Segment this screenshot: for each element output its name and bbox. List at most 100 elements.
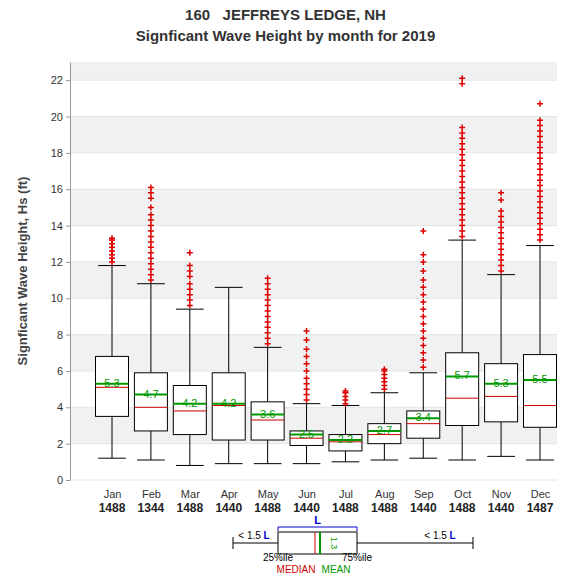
y-tick: 0: [57, 474, 70, 486]
outlier: [420, 252, 426, 258]
box-body: [134, 373, 167, 431]
y-tick: 12: [51, 256, 70, 268]
data-labels: 5.34.74.24.23.62.52.22.73.45.75.35.5: [104, 369, 547, 445]
box-body: [212, 373, 245, 440]
outlier: [459, 168, 465, 174]
box-body: [524, 355, 557, 428]
outlier: [304, 381, 310, 387]
y-tick-label: 8: [57, 329, 63, 341]
y-tick-label: 4: [57, 401, 63, 413]
key-mean: [319, 532, 321, 554]
outlier: [537, 128, 543, 134]
whisker-cap-low: [137, 460, 165, 461]
whisker-low: [228, 440, 229, 464]
outlier: [459, 141, 465, 147]
outlier: [420, 357, 426, 363]
outlier: [498, 241, 504, 247]
key: < 1.5 L< 1.5 LL1.325%ile75%ileMEDIANMEAN: [233, 514, 473, 575]
outlier: [304, 368, 310, 374]
outlier: [498, 213, 504, 219]
outlier: [498, 257, 504, 263]
whisker-high: [189, 309, 190, 385]
y-tick-label: 18: [51, 147, 63, 159]
y-tick-label: 2: [57, 438, 63, 450]
outlier: [420, 299, 426, 305]
outlier: [304, 375, 310, 381]
count-label: 1488: [449, 501, 476, 515]
outlier: [148, 217, 154, 223]
median-line: [524, 405, 557, 406]
x-tick: Jan: [104, 480, 122, 500]
outlier: [537, 237, 543, 243]
mean-label: 4.2: [221, 397, 236, 409]
outlier: [304, 397, 310, 403]
x-tick: Aug: [375, 480, 395, 500]
mean-label: 2.2: [338, 433, 353, 445]
y-tick-label: 16: [51, 183, 63, 195]
outlier: [537, 155, 543, 161]
whisker-high: [267, 347, 268, 402]
whisker-cap-high: [293, 403, 321, 404]
box-body: [173, 385, 206, 434]
key-median: [315, 532, 316, 554]
key-box: [278, 532, 357, 554]
x-tick: May: [258, 480, 279, 500]
box-body: [368, 424, 401, 444]
key-series-label: MEAN: [322, 564, 351, 575]
x-axis-line: [113, 480, 541, 481]
whisker-high: [112, 266, 113, 357]
outlier: [420, 335, 426, 341]
outlier: [420, 268, 426, 274]
median-line: [134, 407, 167, 408]
outlier: [148, 250, 154, 256]
grid-line: [70, 116, 557, 117]
x-tick: Dec: [531, 480, 551, 500]
box: [134, 184, 167, 460]
mean-label: 5.5: [532, 373, 547, 385]
whisker-cap-low: [254, 463, 282, 464]
outlier: [187, 297, 193, 303]
y-tick-mark: [66, 407, 70, 408]
x-tick: Jul: [339, 480, 353, 500]
outlier: [187, 286, 193, 292]
outlier: [498, 219, 504, 225]
mean-label: 4.2: [182, 397, 197, 409]
outlier: [187, 250, 193, 256]
whisker-low: [540, 427, 541, 460]
outlier: [148, 212, 154, 218]
y-tick-label: 20: [51, 111, 63, 123]
outlier: [420, 313, 426, 319]
whisker-cap-high: [448, 240, 476, 241]
whisker-cap-low: [332, 461, 360, 462]
outlier: [498, 224, 504, 230]
outlier: [265, 308, 271, 314]
median-line: [407, 423, 440, 424]
whisker-high: [228, 287, 229, 372]
x-tick: Feb: [142, 480, 161, 500]
whisker-cap-high: [98, 265, 126, 266]
y-tick-mark: [66, 371, 70, 372]
outlier: [148, 277, 154, 283]
box: [368, 366, 401, 460]
outlier: [537, 101, 543, 107]
outlier: [420, 343, 426, 349]
y-tick-label: 22: [51, 74, 63, 86]
whisker-cap-low: [526, 460, 554, 461]
outlier: [265, 324, 271, 330]
x-axis: JanFebMarAprMayJunJulAugSepOctNovDec: [104, 480, 551, 500]
whisker-low: [345, 451, 346, 462]
outlier: [537, 204, 543, 210]
grid-line: [70, 225, 557, 226]
outlier: [109, 235, 115, 241]
y-tick-label: 6: [57, 365, 63, 377]
outlier: [148, 190, 154, 196]
grid-line: [70, 80, 557, 81]
outlier: [459, 152, 465, 158]
outlier: [148, 239, 154, 245]
outlier: [498, 197, 504, 203]
whisker-high: [423, 373, 424, 411]
whisker-cap-high: [409, 372, 437, 373]
y-tick-mark: [66, 189, 70, 190]
y-tick: 14: [51, 220, 70, 232]
outlier: [148, 204, 154, 210]
